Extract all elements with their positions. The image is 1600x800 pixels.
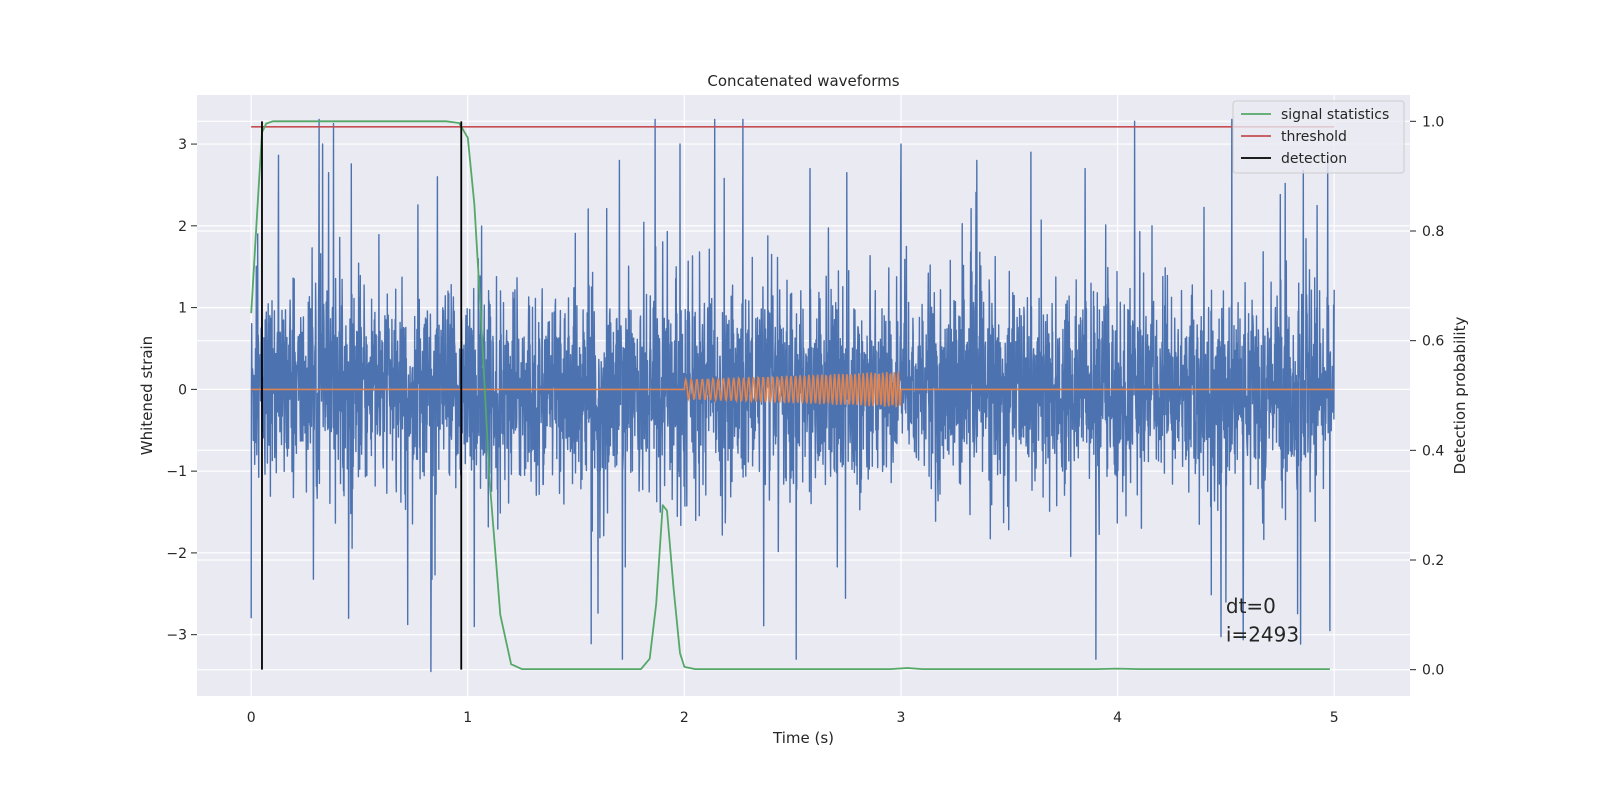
y-axis-label: Whitened strain — [138, 336, 156, 455]
legend-label: detection — [1281, 151, 1347, 167]
y2-tick-label: 0.0 — [1422, 663, 1444, 679]
y2-tick-label: 0.2 — [1422, 553, 1444, 569]
y2-tick-label: 0.8 — [1422, 224, 1444, 240]
x-tick-label: 3 — [897, 710, 906, 726]
x-axis-ticks: 0 1 2 3 4 5 — [247, 710, 1339, 726]
y-tick-label: 3 — [178, 137, 187, 153]
annotation-dt: dt=0 — [1226, 594, 1276, 618]
signal-statistics-line — [250, 120, 1330, 670]
noise-series-line — [250, 118, 1335, 673]
y-tick-label: −2 — [166, 546, 187, 562]
legend-label: threshold — [1281, 129, 1347, 145]
x-axis-label: Time (s) — [772, 729, 834, 747]
y2-tick-label: 0.4 — [1422, 443, 1444, 459]
y-axis-ticks: −3 −2 −1 0 1 2 3 — [166, 137, 197, 644]
legend-label: signal statistics — [1281, 107, 1389, 123]
x-tick-label: 5 — [1330, 710, 1339, 726]
y2-tick-label: 0.6 — [1422, 334, 1444, 350]
y2-axis-ticks: 0.0 0.2 0.4 0.6 0.8 1.0 — [1410, 114, 1444, 679]
y-tick-label: 1 — [178, 301, 187, 317]
y2-axis-label: Detection probability — [1451, 317, 1469, 475]
y-tick-label: −3 — [166, 628, 187, 644]
y2-tick-label: 1.0 — [1422, 114, 1444, 130]
x-tick-label: 1 — [463, 710, 472, 726]
chart-title: Concatenated waveforms — [707, 72, 899, 90]
y-tick-label: 2 — [178, 219, 187, 235]
annotation-i: i=2493 — [1226, 623, 1299, 647]
series-layer — [250, 118, 1335, 673]
legend-box — [1232, 100, 1405, 174]
x-tick-label: 2 — [680, 710, 689, 726]
y-tick-label: −1 — [166, 464, 187, 480]
x-tick-label: 4 — [1113, 710, 1122, 726]
x-tick-label: 0 — [247, 710, 256, 726]
legend: signal statistics threshold detection — [1232, 100, 1405, 174]
y-tick-label: 0 — [178, 382, 187, 398]
injected-signal-line — [251, 371, 1335, 408]
